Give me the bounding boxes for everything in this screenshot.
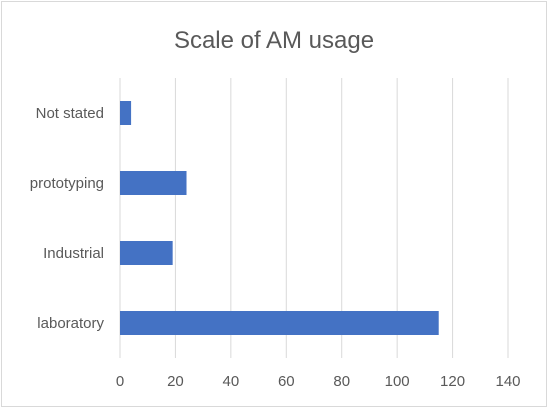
bar-not-stated	[120, 101, 132, 125]
x-tick-label: 40	[223, 373, 240, 390]
category-labels: Not stated prototyping Industrial laborator…	[30, 105, 105, 332]
category-label: Industrial	[43, 245, 104, 262]
category-label: prototyping	[30, 175, 104, 192]
x-tick-label: 60	[278, 373, 295, 390]
x-tick-label: 100	[385, 373, 410, 390]
bar-industrial	[120, 241, 173, 265]
x-tick-label: 20	[167, 373, 184, 390]
category-label: laboratory	[37, 315, 104, 332]
bars	[120, 101, 439, 335]
x-tick-label: 120	[440, 373, 465, 390]
chart-title: Scale of AM usage	[174, 27, 374, 54]
x-tick-label: 0	[116, 373, 124, 390]
x-tick-label: 140	[495, 373, 520, 390]
category-label: Not stated	[36, 105, 104, 122]
x-tick-label: 80	[333, 373, 350, 390]
bar-prototyping	[120, 171, 187, 195]
bar-laboratory	[120, 311, 439, 335]
x-tick-labels: 0 20 40 60 80 100 120 140	[116, 373, 521, 390]
